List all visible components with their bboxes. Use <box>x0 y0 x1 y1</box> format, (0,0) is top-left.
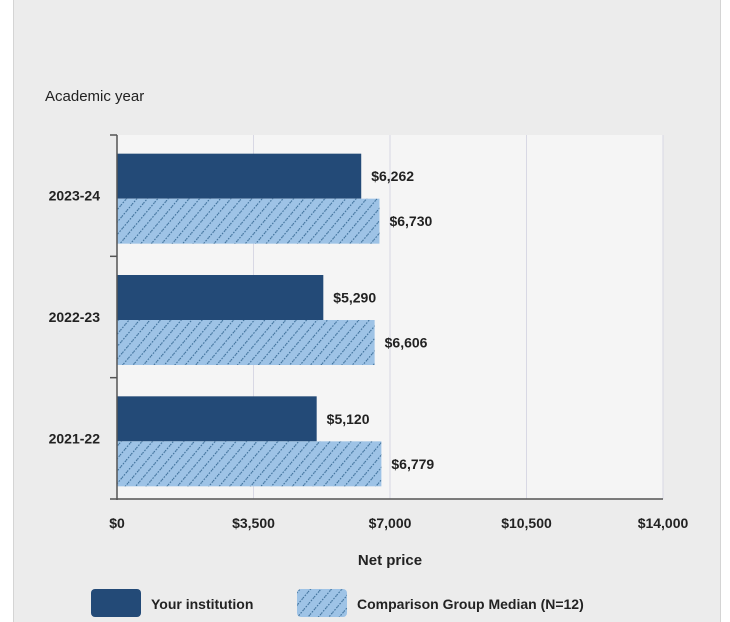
bar-value-label: $5,290 <box>333 290 376 306</box>
bar-your-institution <box>117 153 362 199</box>
legend: Your institution Comparison Group Median… <box>91 589 584 617</box>
x-tick-label: $0 <box>109 515 125 531</box>
x-axis-ticks: $0 $3,500 $7,000 $10,500 $14,000 <box>109 515 688 531</box>
y-tick-label: 2021-22 <box>49 430 101 446</box>
legend-label-your-institution: Your institution <box>151 596 253 612</box>
bar-comparison-median <box>117 320 375 365</box>
x-tick-label: $3,500 <box>232 515 275 531</box>
bar-your-institution <box>117 396 317 442</box>
bar-comparison-median <box>117 198 380 244</box>
bars <box>117 153 382 487</box>
y-tick-label: 2023-24 <box>49 188 101 204</box>
legend-swatch-your-institution <box>91 589 141 617</box>
bar-value-label: $6,779 <box>391 456 434 472</box>
bar-comparison-median <box>117 441 382 487</box>
x-tick-label: $7,000 <box>369 515 412 531</box>
x-axis-title: Net price <box>358 552 422 569</box>
bar-value-label: $6,262 <box>371 168 414 184</box>
bar-value-label: $6,730 <box>389 213 432 229</box>
bar-your-institution <box>117 275 324 320</box>
x-tick-label: $14,000 <box>638 515 689 531</box>
x-tick-label: $10,500 <box>501 515 552 531</box>
y-tick-label: 2022-23 <box>49 309 101 325</box>
value-labels: $6,262 $6,730 $5,290 $6,606 $5,120 $6,779 <box>327 168 435 472</box>
legend-swatch-comparison-median <box>297 589 347 617</box>
bar-value-label: $5,120 <box>327 411 370 427</box>
legend-label-comparison-median: Comparison Group Median (N=12) <box>357 596 584 612</box>
bar-value-label: $6,606 <box>385 335 428 351</box>
y-axis-title: Academic year <box>45 88 144 105</box>
y-axis-ticks: 2023-24 2022-23 2021-22 <box>49 134 117 500</box>
